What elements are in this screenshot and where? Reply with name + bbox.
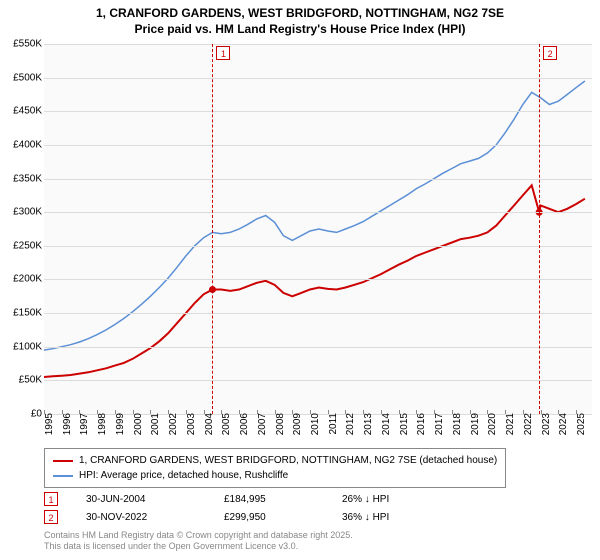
- x-axis-label: 2023: [541, 413, 552, 441]
- footer-line-1: Contains HM Land Registry data © Crown c…: [44, 530, 353, 540]
- legend-swatch: [53, 460, 73, 462]
- y-axis-label: £50K: [2, 375, 42, 386]
- y-axis-label: £550K: [2, 39, 42, 50]
- series-line: [44, 185, 585, 377]
- x-axis-label: 2007: [257, 413, 268, 441]
- x-axis-label: 2021: [505, 413, 516, 441]
- x-axis-label: 2017: [434, 413, 445, 441]
- x-axis-label: 2008: [275, 413, 286, 441]
- gridline: [44, 78, 592, 79]
- x-axis-label: 2000: [133, 413, 144, 441]
- y-axis-label: £400K: [2, 139, 42, 150]
- marker-price: £299,950: [224, 512, 314, 523]
- marker-price: £184,995: [224, 494, 314, 505]
- x-axis-label: 1996: [62, 413, 73, 441]
- marker-badge: 1: [44, 492, 58, 506]
- x-axis-label: 2002: [168, 413, 179, 441]
- x-axis-label: 2010: [310, 413, 321, 441]
- x-axis-label: 2013: [363, 413, 374, 441]
- x-axis-label: 2004: [204, 413, 215, 441]
- legend-label: HPI: Average price, detached house, Rush…: [79, 468, 288, 483]
- x-axis-label: 2025: [576, 413, 587, 441]
- gridline: [44, 111, 592, 112]
- legend-label: 1, CRANFORD GARDENS, WEST BRIDGFORD, NOT…: [79, 453, 497, 468]
- y-axis-label: £0: [2, 409, 42, 420]
- x-axis-label: 1997: [79, 413, 90, 441]
- y-axis-label: £450K: [2, 106, 42, 117]
- gridline: [44, 246, 592, 247]
- marker-vline: [212, 44, 213, 414]
- gridline: [44, 145, 592, 146]
- y-axis-label: £250K: [2, 240, 42, 251]
- x-axis-label: 1998: [97, 413, 108, 441]
- gridline: [44, 313, 592, 314]
- x-axis-label: 2015: [399, 413, 410, 441]
- marker-date: 30-NOV-2022: [86, 512, 196, 523]
- gridline: [44, 179, 592, 180]
- x-axis-label: 2022: [523, 413, 534, 441]
- x-axis-label: 2019: [470, 413, 481, 441]
- gridline: [44, 212, 592, 213]
- gridline: [44, 347, 592, 348]
- marker-badge: 2: [543, 46, 557, 60]
- marker-badge: 2: [44, 510, 58, 524]
- x-axis-label: 2001: [150, 413, 161, 441]
- y-axis-label: £300K: [2, 207, 42, 218]
- x-axis-label: 2024: [558, 413, 569, 441]
- marker-vline: [539, 44, 540, 414]
- x-axis-label: 2011: [328, 413, 339, 441]
- gridline: [44, 44, 592, 45]
- x-axis-label: 2009: [292, 413, 303, 441]
- y-axis-label: £200K: [2, 274, 42, 285]
- x-axis-label: 2018: [452, 413, 463, 441]
- x-axis-label: 1995: [44, 413, 55, 441]
- footer-line-2: This data is licensed under the Open Gov…: [44, 541, 298, 551]
- x-axis-label: 2012: [345, 413, 356, 441]
- x-axis-label: 2005: [221, 413, 232, 441]
- marker-pct: 36% ↓ HPI: [342, 512, 389, 523]
- marker-date: 30-JUN-2004: [86, 494, 196, 505]
- x-axis-label: 2014: [381, 413, 392, 441]
- legend-row: 1, CRANFORD GARDENS, WEST BRIDGFORD, NOT…: [53, 453, 497, 468]
- x-axis-label: 2003: [186, 413, 197, 441]
- chart-footer: Contains HM Land Registry data © Crown c…: [44, 530, 353, 553]
- marker-row: 2 30-NOV-2022 £299,950 36% ↓ HPI: [44, 508, 592, 526]
- y-axis-label: £150K: [2, 308, 42, 319]
- legend-row: HPI: Average price, detached house, Rush…: [53, 468, 497, 483]
- marker-table: 1 30-JUN-2004 £184,995 26% ↓ HPI 2 30-NO…: [44, 490, 592, 526]
- chart-title: 1, CRANFORD GARDENS, WEST BRIDGFORD, NOT…: [0, 0, 600, 37]
- chart-svg: [44, 44, 592, 414]
- gridline: [44, 279, 592, 280]
- y-axis-label: £100K: [2, 341, 42, 352]
- y-axis-label: £500K: [2, 72, 42, 83]
- x-axis-label: 1999: [115, 413, 126, 441]
- title-line-1: 1, CRANFORD GARDENS, WEST BRIDGFORD, NOT…: [96, 6, 504, 20]
- x-axis-label: 2006: [239, 413, 250, 441]
- y-axis-label: £350K: [2, 173, 42, 184]
- gridline: [44, 380, 592, 381]
- marker-badge: 1: [216, 46, 230, 60]
- chart-plot-area: 1995199619971998199920002001200220032004…: [44, 44, 592, 414]
- marker-pct: 26% ↓ HPI: [342, 494, 389, 505]
- x-axis-label: 2016: [416, 413, 427, 441]
- x-axis-label: 2020: [487, 413, 498, 441]
- chart-legend: 1, CRANFORD GARDENS, WEST BRIDGFORD, NOT…: [44, 448, 506, 488]
- title-line-2: Price paid vs. HM Land Registry's House …: [135, 22, 466, 36]
- marker-row: 1 30-JUN-2004 £184,995 26% ↓ HPI: [44, 490, 592, 508]
- legend-swatch: [53, 475, 73, 477]
